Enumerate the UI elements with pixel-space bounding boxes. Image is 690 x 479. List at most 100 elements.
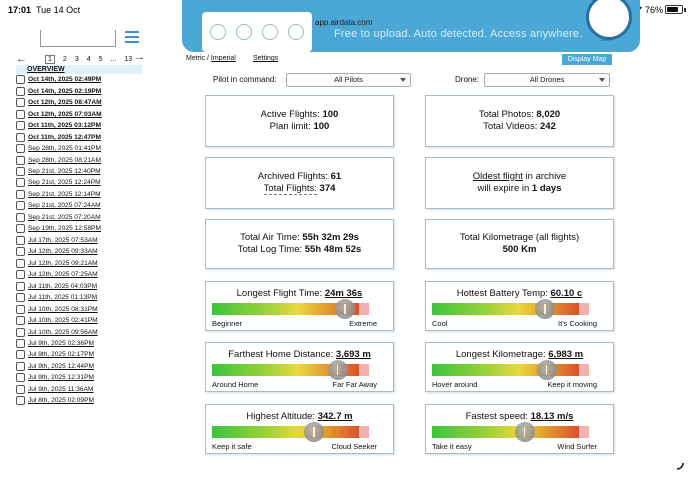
- flight-link[interactable]: Sep 21st, 2025 07:20AM: [28, 213, 101, 221]
- flight-checkbox[interactable]: [16, 189, 25, 199]
- page-2[interactable]: 2: [62, 55, 67, 63]
- flight-checkbox[interactable]: [16, 178, 25, 188]
- gauge-value[interactable]: 60.10 c: [550, 288, 583, 299]
- flight-checkbox[interactable]: [16, 316, 25, 326]
- flight-link[interactable]: Jul 9th, 2025 12:31PM: [28, 374, 94, 382]
- flight-list-item[interactable]: Oct 12th, 2025 07:03AM: [16, 108, 146, 119]
- flight-link[interactable]: Jul 17th, 2025 07:53AM: [28, 236, 98, 244]
- flight-checkbox[interactable]: [16, 270, 25, 280]
- gauge-value[interactable]: 6,983 m: [548, 349, 584, 360]
- flight-link[interactable]: Sep 21st, 2025 07:24AM: [28, 202, 101, 210]
- flight-list-item[interactable]: Jul 10th, 2025 02:41PM: [16, 315, 146, 326]
- flight-link[interactable]: Oct 14th, 2025 02:49PM: [28, 76, 102, 84]
- flight-list-item[interactable]: Jul 8th, 2025 02:09PM: [16, 395, 146, 406]
- flight-list-item[interactable]: Jul 12th, 2025 09:21AM: [16, 258, 146, 269]
- flight-list-item[interactable]: Sep 21st, 2025 12:14PM: [16, 189, 146, 200]
- flight-checkbox[interactable]: [16, 327, 25, 337]
- flight-link[interactable]: Jul 10th, 2025 08:31PM: [28, 305, 98, 313]
- flight-link[interactable]: Sep 21st, 2025 12:14PM: [28, 190, 101, 198]
- flight-link[interactable]: Jul 9th, 2025 02:36PM: [28, 340, 94, 348]
- flight-list-item[interactable]: Jul 10th, 2025 09:56AM: [16, 326, 146, 337]
- flight-list-item[interactable]: Jul 11th, 2025 01:13PM: [16, 292, 146, 303]
- page-5[interactable]: 5: [98, 55, 103, 63]
- flight-checkbox[interactable]: [16, 304, 25, 314]
- page-3[interactable]: 3: [74, 55, 79, 63]
- menu-icon[interactable]: [125, 31, 139, 43]
- flight-link[interactable]: Sep 28th, 2025 08:21AM: [28, 156, 101, 164]
- page-13[interactable]: 13: [124, 55, 133, 63]
- flight-checkbox[interactable]: [16, 281, 25, 291]
- flight-list-item[interactable]: Jul 11th, 2025 04:03PM: [16, 280, 146, 291]
- gauge-value[interactable]: 24m 36s: [324, 288, 363, 299]
- flight-checkbox[interactable]: [16, 258, 25, 268]
- flight-checkbox[interactable]: [16, 166, 25, 176]
- page-1[interactable]: 1: [45, 54, 55, 64]
- flight-checkbox[interactable]: [16, 293, 25, 303]
- flight-list-item[interactable]: Jul 17th, 2025 07:53AM: [16, 235, 146, 246]
- flight-list-item[interactable]: Sep 21st, 2025 12:40PM: [16, 166, 146, 177]
- flight-link[interactable]: Jul 12th, 2025 09:21AM: [28, 259, 98, 267]
- flight-link[interactable]: Sep 21st, 2025 12:40PM: [28, 167, 101, 175]
- flight-checkbox[interactable]: [16, 86, 25, 96]
- flight-list-item[interactable]: Jul 9th, 2025 12:31PM: [16, 372, 146, 383]
- flight-checkbox[interactable]: [16, 350, 25, 360]
- flight-checkbox[interactable]: [16, 155, 25, 165]
- next-page-arrow-icon[interactable]: →: [134, 51, 145, 63]
- flight-checkbox[interactable]: [16, 132, 25, 142]
- flight-checkbox[interactable]: [16, 75, 25, 85]
- flight-link[interactable]: Jul 8th, 2025 02:09PM: [28, 397, 94, 405]
- flight-link[interactable]: Sep 19th, 2025 12:58PM: [28, 225, 101, 233]
- flight-checkbox[interactable]: [16, 224, 25, 234]
- display-map-button[interactable]: Display Map: [562, 54, 612, 65]
- flight-checkbox[interactable]: [16, 98, 25, 108]
- imperial-option[interactable]: Imperial: [210, 55, 236, 62]
- drone-select[interactable]: All Drones: [484, 73, 610, 87]
- flight-list-item[interactable]: Jul 9th, 2025 02:17PM: [16, 349, 146, 360]
- flight-list-item[interactable]: Sep 21st, 2025 07:24AM: [16, 200, 146, 211]
- flight-checkbox[interactable]: [16, 247, 25, 257]
- flight-checkbox[interactable]: [16, 384, 25, 394]
- metric-option[interactable]: Metric: [186, 55, 206, 62]
- oldest-flight-link[interactable]: Oldest flight: [472, 171, 523, 182]
- overview-link[interactable]: OVERVIEW: [16, 65, 142, 74]
- gauge-value[interactable]: 342.7 m: [317, 411, 353, 422]
- flight-list-item[interactable]: Oct 14th, 2025 02:49PM: [16, 74, 146, 85]
- flight-link[interactable]: Jul 9th, 2025 12:44PM: [28, 362, 94, 370]
- flight-list-item[interactable]: Jul 9th, 2025 12:44PM: [16, 361, 146, 372]
- flight-link[interactable]: Jul 11th, 2025 01:13PM: [28, 294, 98, 302]
- pilot-select[interactable]: All Pilots: [286, 73, 411, 87]
- flight-checkbox[interactable]: [16, 235, 25, 245]
- flight-link[interactable]: Jul 9th, 2025 02:17PM: [28, 351, 94, 359]
- gauge-value[interactable]: 3,693 m: [335, 349, 371, 360]
- flight-checkbox[interactable]: [16, 144, 25, 154]
- flight-list-item[interactable]: Jul 9th, 2025 02:36PM: [16, 338, 146, 349]
- flight-link[interactable]: Oct 12th, 2025 08:47AM: [28, 99, 102, 107]
- flight-link[interactable]: Jul 11th, 2025 04:03PM: [28, 282, 98, 290]
- page-4[interactable]: 4: [86, 55, 91, 63]
- flight-link[interactable]: Sep 21st, 2025 12:24PM: [28, 179, 101, 187]
- flight-checkbox[interactable]: [16, 339, 25, 349]
- flight-link[interactable]: Oct 11th, 2025 12:47PM: [28, 133, 101, 141]
- flight-link[interactable]: Oct 11th, 2025 03:12PM: [28, 122, 101, 130]
- flight-checkbox[interactable]: [16, 396, 25, 406]
- flight-checkbox[interactable]: [16, 212, 25, 222]
- flight-link[interactable]: Sep 28th, 2025 01:41PM: [28, 145, 101, 153]
- flight-link[interactable]: Jul 10th, 2025 09:56AM: [28, 328, 98, 336]
- flight-list-item[interactable]: Jul 10th, 2025 08:31PM: [16, 303, 146, 314]
- flight-link[interactable]: Oct 14th, 2025 02:19PM: [28, 87, 102, 95]
- flight-link[interactable]: Jul 10th, 2025 02:41PM: [28, 317, 98, 325]
- gauge-value[interactable]: 18.13 m/s: [530, 411, 574, 422]
- flight-checkbox[interactable]: [16, 201, 25, 211]
- prev-page-arrow-icon[interactable]: ←: [16, 53, 27, 65]
- flight-link[interactable]: Jul 9th, 2025 11:36AM: [28, 385, 94, 393]
- total-flights-label[interactable]: Total Flights:: [263, 183, 317, 195]
- sidebar-search-box[interactable]: [40, 30, 116, 47]
- flight-checkbox[interactable]: [16, 121, 25, 131]
- flight-list-item[interactable]: Jul 9th, 2025 11:36AM: [16, 384, 146, 395]
- flight-checkbox[interactable]: [16, 373, 25, 383]
- flight-list-item[interactable]: Jul 12th, 2025 09:33AM: [16, 246, 146, 257]
- flight-link[interactable]: Jul 12th, 2025 07:25AM: [28, 271, 98, 279]
- flight-checkbox[interactable]: [16, 109, 25, 119]
- flight-list-item[interactable]: Sep 28th, 2025 08:21AM: [16, 154, 146, 165]
- flight-list-item[interactable]: Oct 12th, 2025 08:47AM: [16, 97, 146, 108]
